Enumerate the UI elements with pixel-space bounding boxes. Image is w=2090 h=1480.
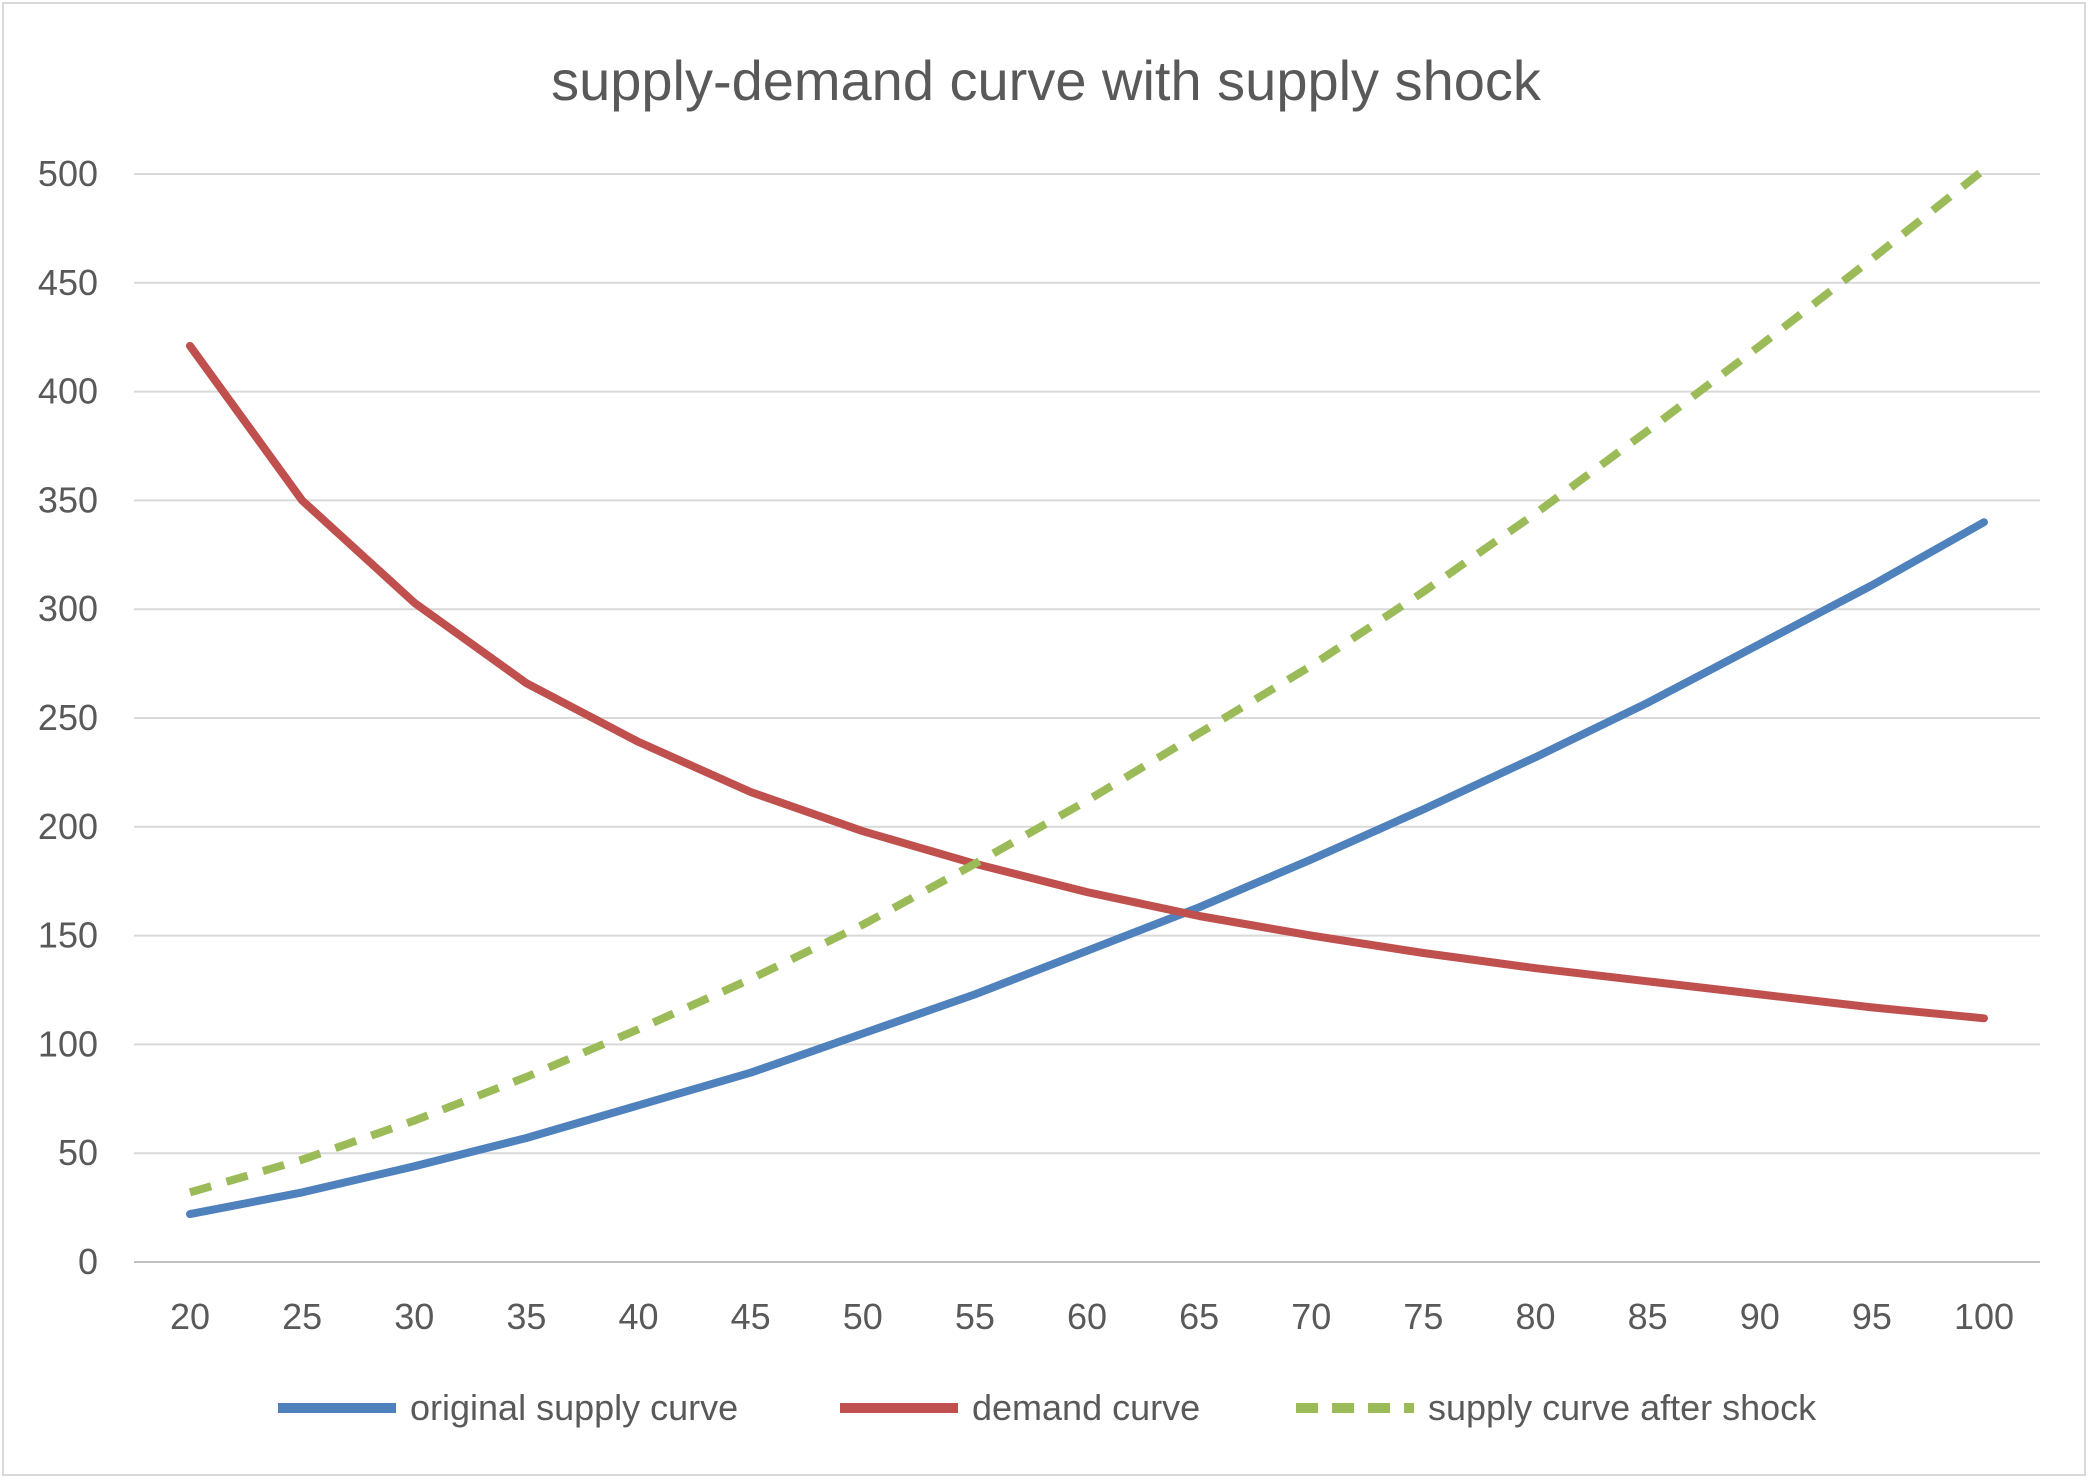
y-tick-label: 150 [38, 915, 98, 956]
x-tick-label: 65 [1179, 1296, 1219, 1337]
series-line-original-supply-curve [186, 518, 1988, 1219]
y-tick-label: 100 [38, 1023, 98, 1064]
x-tick-label: 90 [1740, 1296, 1780, 1337]
legend-label: demand curve [972, 1387, 1200, 1428]
y-tick-label: 0 [78, 1241, 98, 1282]
y-tick-label: 300 [38, 588, 98, 629]
x-tick-label: 60 [1067, 1296, 1107, 1337]
legend: original supply curve demand curve supply … [278, 1387, 1817, 1428]
x-tick-label: 100 [1954, 1296, 2014, 1337]
x-tick-label: 50 [843, 1296, 883, 1337]
x-tick-label: 25 [282, 1296, 322, 1337]
y-axis-ticks: 0 50 100 150 200 250 300 350 400 450 500 [38, 153, 98, 1282]
y-tick-label: 500 [38, 153, 98, 194]
series-lines [186, 166, 1988, 1219]
x-tick-label: 40 [618, 1296, 658, 1337]
chart-title: supply-demand curve with supply shock [551, 49, 1542, 112]
x-tick-label: 45 [731, 1296, 771, 1337]
gridlines [134, 173, 2040, 1263]
x-tick-label: 20 [170, 1296, 210, 1337]
y-tick-label: 50 [58, 1132, 98, 1173]
x-axis-ticks: 20 25 30 35 40 45 50 55 60 65 70 75 80 85 90 95 100 [170, 1296, 2014, 1337]
x-tick-label: 75 [1403, 1296, 1443, 1337]
y-tick-label: 450 [38, 262, 98, 303]
series-line-demand-curve [186, 341, 1988, 1023]
x-tick-label: 85 [1628, 1296, 1668, 1337]
y-tick-label: 200 [38, 806, 98, 847]
x-tick-label: 70 [1291, 1296, 1331, 1337]
series-line-supply-curve-after-shock [188, 166, 1987, 1197]
y-tick-label: 350 [38, 479, 98, 520]
x-tick-label: 35 [506, 1296, 546, 1337]
x-tick-label: 30 [394, 1296, 434, 1337]
y-tick-label: 250 [38, 697, 98, 738]
legend-label: supply curve after shock [1428, 1387, 1817, 1428]
legend-label: original supply curve [410, 1387, 738, 1428]
x-tick-label: 80 [1515, 1296, 1555, 1337]
line-chart: supply-demand curve with supply shock 0 5… [38, 49, 2040, 1428]
x-tick-label: 95 [1852, 1296, 1892, 1337]
y-tick-label: 400 [38, 371, 98, 412]
x-tick-label: 55 [955, 1296, 995, 1337]
